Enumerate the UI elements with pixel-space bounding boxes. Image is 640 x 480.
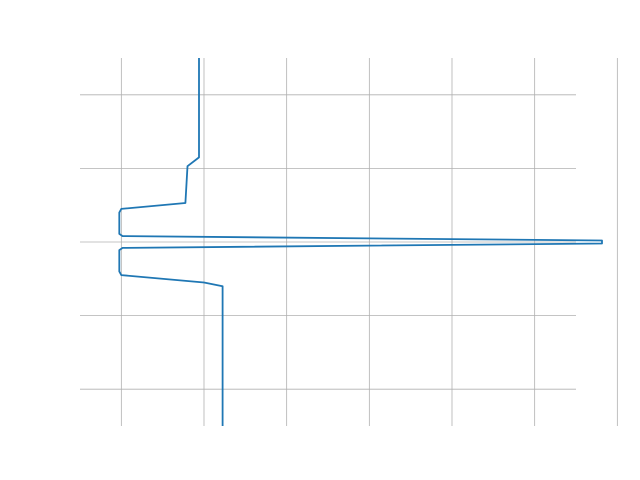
grid (80, 58, 618, 426)
series-layer (118, 58, 603, 426)
series-line-0 (118, 58, 603, 426)
